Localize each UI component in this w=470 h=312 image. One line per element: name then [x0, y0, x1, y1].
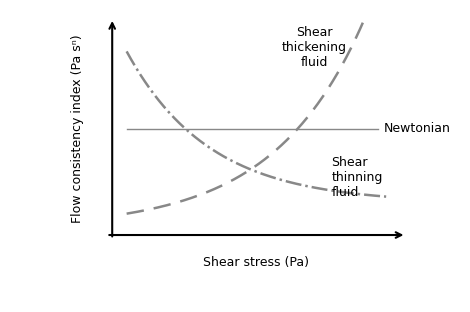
Text: Shear stress (Pa): Shear stress (Pa) — [204, 256, 309, 269]
Text: Shear
thickening
fluid: Shear thickening fluid — [282, 27, 346, 69]
Text: Newtonian: Newtonian — [383, 122, 450, 135]
Text: Flow consistency index (Pa sⁿ): Flow consistency index (Pa sⁿ) — [71, 34, 84, 223]
Text: Shear
thinning
fluid: Shear thinning fluid — [331, 156, 383, 199]
